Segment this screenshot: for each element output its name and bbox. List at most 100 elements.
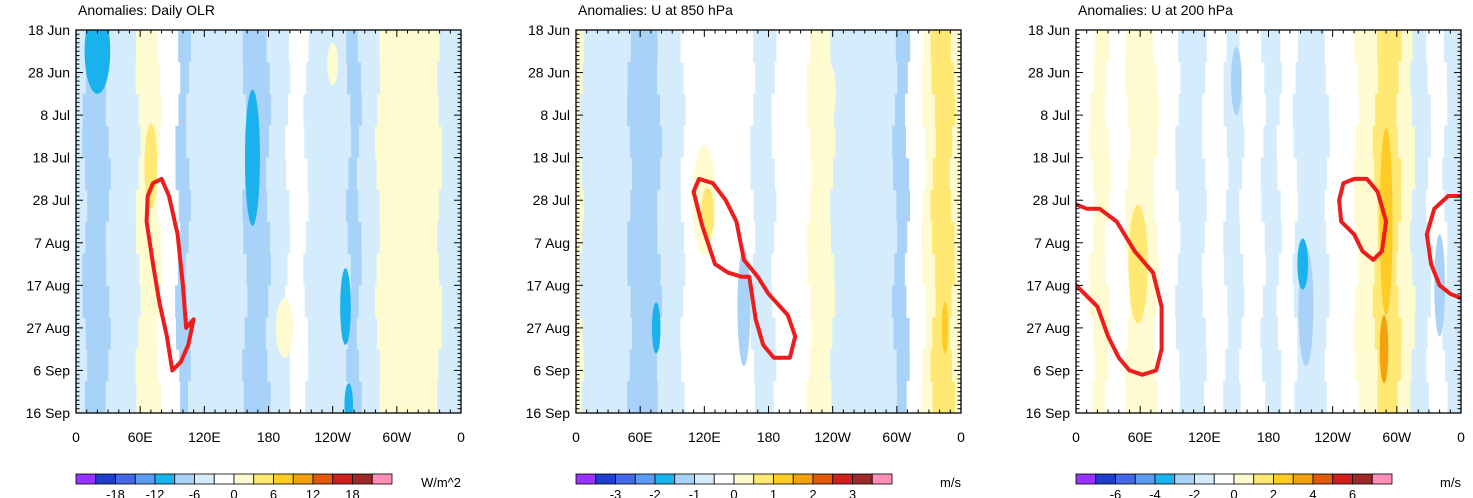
colorbar-label: -18	[106, 487, 125, 498]
field-cell	[1180, 221, 1206, 255]
field-cell	[441, 317, 461, 350]
field-cell	[576, 93, 581, 127]
field-cell	[346, 349, 360, 382]
colorbar-swatch	[1075, 473, 1097, 485]
field-cell	[897, 61, 909, 95]
field-cell	[439, 253, 461, 286]
field-cell	[1442, 317, 1461, 350]
field-cell	[76, 317, 87, 350]
field-cell	[361, 381, 381, 413]
field-cell	[1329, 285, 1356, 318]
field-cell	[579, 253, 629, 286]
field-cell	[1260, 317, 1279, 350]
field-cell	[225, 349, 243, 382]
field-cell	[82, 125, 110, 159]
field-cell	[348, 157, 358, 191]
field-cell	[87, 349, 109, 382]
field-cell	[773, 381, 808, 413]
field-cell	[1076, 157, 1094, 191]
field-cell	[776, 349, 810, 382]
field-cell	[1310, 221, 1327, 255]
field-cell	[1326, 221, 1359, 255]
field-cell	[1401, 157, 1416, 191]
field-cell	[1227, 285, 1245, 318]
field-cell	[1206, 189, 1227, 223]
field-cell	[1263, 125, 1278, 159]
field-cell	[896, 381, 908, 413]
field-cell	[1240, 221, 1266, 255]
y-tick-label: 28 Jun	[528, 65, 570, 81]
field-cell	[1276, 285, 1295, 318]
field-cell	[223, 93, 247, 127]
field-cell	[287, 253, 304, 286]
field-cell	[136, 30, 158, 63]
field-cell	[576, 349, 585, 382]
field-cell	[185, 253, 225, 286]
field-cell	[1093, 317, 1112, 350]
field-cell	[436, 221, 461, 255]
field-cell	[228, 157, 246, 191]
field-cell	[1108, 189, 1126, 223]
field-cell	[271, 93, 289, 127]
field-cell	[897, 221, 908, 255]
field-cell	[854, 189, 897, 223]
field-cell	[186, 125, 228, 159]
colorbar-swatch	[154, 473, 176, 485]
field-cell	[1412, 189, 1427, 223]
field-cell	[1076, 221, 1094, 255]
field-cell	[680, 30, 754, 63]
field-cell	[1427, 61, 1448, 95]
colorbar-swatch	[174, 473, 195, 485]
y-tick-label: 16 Sep	[526, 405, 571, 421]
field-cell	[579, 285, 632, 318]
field-cell	[361, 221, 381, 255]
field-cell	[905, 125, 926, 159]
colorbar-label: -6	[1110, 487, 1122, 498]
field-cell	[750, 157, 776, 191]
field-cell	[581, 157, 633, 191]
field-cell	[394, 285, 443, 318]
field-cell	[1396, 93, 1413, 127]
field-cell	[627, 253, 662, 286]
field-cell	[1327, 157, 1355, 191]
field-cell	[393, 381, 438, 413]
field-cell	[1446, 61, 1461, 95]
field-cell	[159, 285, 176, 318]
field-cell	[1076, 125, 1091, 159]
significance-contour	[1076, 202, 1164, 377]
field-cell	[1239, 30, 1262, 63]
field-cell	[189, 61, 225, 95]
colorbar-swatch	[615, 473, 636, 485]
significance-contour	[1337, 176, 1389, 262]
y-tick-label: 28 Jul	[1033, 192, 1070, 208]
colorbar-label: 2	[809, 487, 816, 498]
field-cell	[1310, 381, 1328, 413]
field-cell	[1281, 61, 1297, 95]
anomaly-blob	[1129, 38, 1141, 90]
field-cell	[361, 253, 378, 286]
field-cell	[106, 253, 140, 286]
field-cell	[307, 157, 328, 191]
field-cell	[1277, 157, 1298, 191]
field-cell	[85, 157, 112, 191]
anomaly-blob	[1128, 204, 1148, 324]
field-cell	[808, 349, 831, 382]
y-tick-label: 6 Sep	[533, 362, 570, 378]
field-cell	[1377, 30, 1403, 63]
field-cell	[1264, 221, 1283, 255]
field-cell	[892, 125, 907, 159]
colorbar-swatch	[134, 473, 156, 485]
field-cell	[1313, 189, 1326, 223]
x-tick-label: 0	[957, 429, 965, 445]
colorbar: -18 -12 -6 0 6 12 18 W/m^2	[75, 473, 461, 498]
field-cell	[657, 189, 682, 223]
field-cell	[771, 253, 809, 286]
field-cell	[1076, 30, 1096, 63]
field-cell	[289, 189, 310, 223]
field-cell	[1397, 381, 1411, 413]
field-cell	[1076, 61, 1095, 95]
colorbar-label: -4	[1149, 487, 1161, 498]
x-tick-label: 60E	[628, 429, 653, 445]
field-cell	[1401, 317, 1416, 350]
field-cell	[1355, 285, 1374, 318]
